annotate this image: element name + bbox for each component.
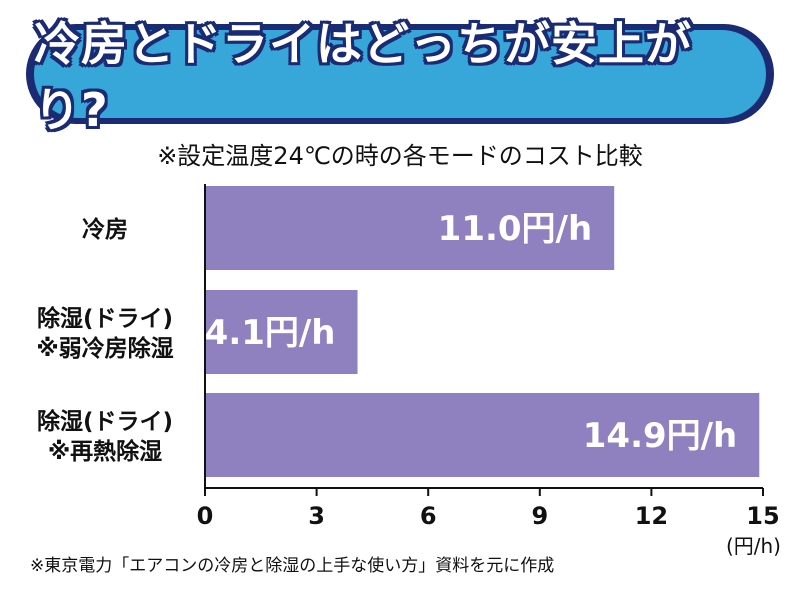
chart-title: 冷房とドライはどっちが安上がり? — [34, 17, 692, 137]
category-label: 冷房 — [82, 216, 128, 243]
category-label: ※弱冷房除湿 — [36, 335, 173, 362]
x-tick-label: 15 — [746, 502, 779, 530]
bar-value-label: 14.9円/h — [583, 416, 738, 456]
source-note: ※東京電力「エアコンの冷房と除湿の上手な使い方」資料を元に作成 — [30, 556, 555, 576]
x-tick-label: 12 — [635, 502, 668, 530]
bar-value-label: 4.1円/h — [205, 313, 336, 353]
x-unit-label: (円/h) — [726, 534, 781, 558]
x-tick-label: 6 — [420, 502, 437, 530]
bar — [205, 393, 760, 477]
x-tick-label: 0 — [197, 502, 214, 530]
category-label: 除湿(ドライ) — [37, 408, 173, 435]
category-label: 除湿(ドライ) — [37, 305, 173, 332]
x-tick-label: 9 — [531, 502, 548, 530]
bar — [205, 186, 615, 270]
bar — [205, 290, 358, 374]
x-tick-label: 3 — [308, 502, 325, 530]
bar-value-label: 11.0円/h — [438, 209, 593, 249]
category-label: ※再熱除湿 — [48, 438, 162, 465]
chart-subtitle: ※設定温度24℃の時の各モードのコスト比較 — [157, 142, 643, 170]
title-banner: 冷房とドライはどっちが安上がり? — [34, 17, 766, 137]
